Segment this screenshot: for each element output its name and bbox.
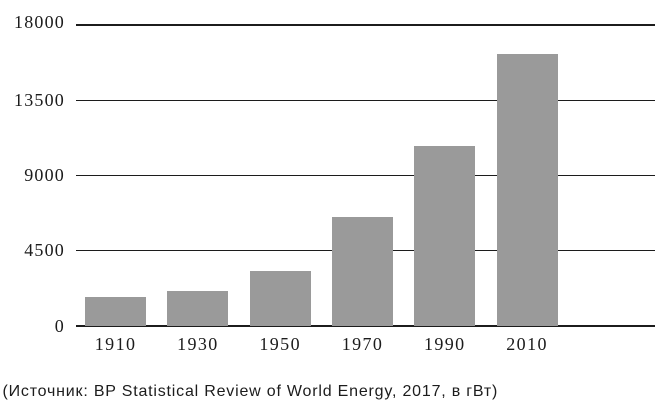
bar-1990 <box>414 145 476 327</box>
y-tick-label: 13500 <box>14 89 65 110</box>
bar-1930 <box>167 290 229 327</box>
bar-1910 <box>85 296 147 327</box>
bar-1950 <box>249 271 311 327</box>
source-caption: (Источник: BP Statistical Review of Worl… <box>2 382 499 400</box>
bar-1970 <box>332 217 393 327</box>
gridline <box>75 24 655 26</box>
x-tick-label: 1910 <box>94 334 137 354</box>
x-tick-label: 1950 <box>259 334 301 354</box>
x-tick-label: 2010 <box>506 334 548 354</box>
x-tick-label: 1990 <box>423 334 466 354</box>
gridline <box>75 99 655 101</box>
y-tick-label: 18000 <box>14 11 65 32</box>
y-tick-label: 4500 <box>24 240 65 261</box>
bar-2010 <box>496 54 558 327</box>
y-tick-label: 0 <box>54 315 65 336</box>
x-tick-label: 1930 <box>177 334 219 354</box>
y-tick-label: 9000 <box>24 165 65 185</box>
gridline <box>75 174 655 177</box>
x-tick-label: 1970 <box>341 334 384 354</box>
